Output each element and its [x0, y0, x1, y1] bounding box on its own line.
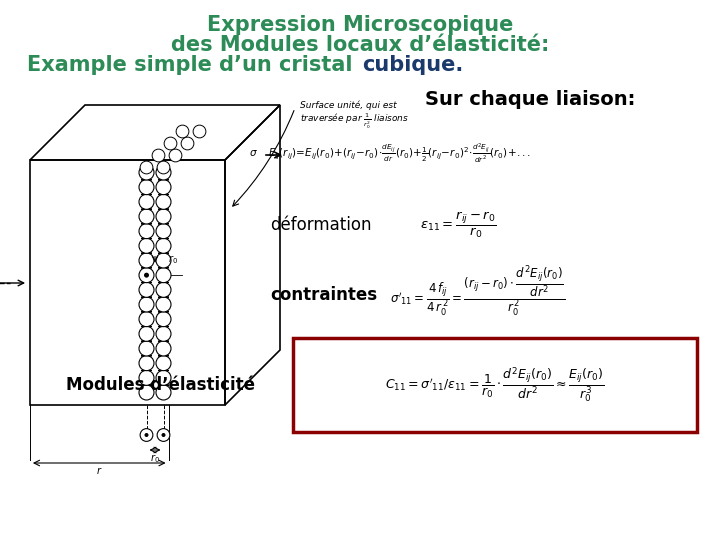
- Circle shape: [139, 268, 154, 282]
- Text: Example simple d’un cristal: Example simple d’un cristal: [27, 55, 360, 75]
- Circle shape: [156, 341, 171, 356]
- Circle shape: [139, 224, 154, 239]
- Circle shape: [156, 253, 171, 268]
- Circle shape: [139, 297, 154, 312]
- Circle shape: [156, 282, 171, 298]
- Circle shape: [139, 238, 154, 253]
- Text: $r$: $r$: [96, 465, 102, 476]
- Circle shape: [139, 356, 154, 370]
- Circle shape: [140, 161, 153, 174]
- Circle shape: [193, 125, 206, 138]
- Text: Sur chaque liaison:: Sur chaque liaison:: [425, 90, 635, 109]
- Text: $r_0$: $r_0$: [150, 452, 160, 465]
- Circle shape: [156, 194, 171, 210]
- Circle shape: [157, 429, 170, 441]
- Circle shape: [139, 341, 154, 356]
- Circle shape: [139, 194, 154, 210]
- Text: Modules d’élasticité: Modules d’élasticité: [66, 376, 254, 394]
- Circle shape: [139, 385, 154, 400]
- Circle shape: [139, 180, 154, 194]
- Circle shape: [156, 312, 171, 327]
- Circle shape: [139, 282, 154, 298]
- Circle shape: [139, 312, 154, 327]
- Circle shape: [156, 297, 171, 312]
- Circle shape: [139, 370, 154, 386]
- Circle shape: [156, 385, 171, 400]
- Circle shape: [139, 326, 154, 341]
- Text: $r_0$: $r_0$: [168, 253, 179, 266]
- Circle shape: [139, 165, 154, 180]
- Circle shape: [139, 209, 154, 224]
- Circle shape: [144, 273, 149, 278]
- Text: Surface unité, qui est: Surface unité, qui est: [300, 100, 397, 110]
- Circle shape: [157, 161, 170, 174]
- Circle shape: [140, 429, 153, 441]
- Text: des Modules locaux d’élasticité:: des Modules locaux d’élasticité:: [171, 35, 549, 55]
- Circle shape: [181, 137, 194, 150]
- Circle shape: [161, 433, 166, 437]
- Text: $\varepsilon_{11} = \dfrac{r_{ij} - r_0}{r_0}$: $\varepsilon_{11} = \dfrac{r_{ij} - r_0}…: [420, 210, 497, 240]
- Text: traversée par $\frac{1}{r_0^2}$ liaisons: traversée par $\frac{1}{r_0^2}$ liaisons: [300, 112, 409, 131]
- Text: $\sigma$: $\sigma$: [249, 148, 258, 158]
- Circle shape: [169, 149, 182, 162]
- Text: contraintes: contraintes: [270, 286, 377, 304]
- Text: Expression Microscopique: Expression Microscopique: [207, 15, 513, 35]
- Circle shape: [139, 253, 154, 268]
- Circle shape: [145, 433, 148, 437]
- Circle shape: [156, 238, 171, 253]
- Circle shape: [156, 180, 171, 194]
- Text: cubique.: cubique.: [362, 55, 463, 75]
- Circle shape: [176, 125, 189, 138]
- Circle shape: [156, 209, 171, 224]
- Circle shape: [156, 356, 171, 370]
- Circle shape: [156, 326, 171, 341]
- Text: $C_{11} = \sigma'_{11}/\varepsilon_{11} = \dfrac{1}{r_0}\cdot\dfrac{d^2E_{ij}(r_: $C_{11} = \sigma'_{11}/\varepsilon_{11} …: [385, 365, 605, 404]
- Circle shape: [152, 149, 165, 162]
- Text: $E_{ij}(r_{ij})\!=\!E_{ij}(r_0)\!+\!(r_{ij}\!-\!r_0)\!\cdot\!\frac{dE_{ij}}{dr}(: $E_{ij}(r_{ij})\!=\!E_{ij}(r_0)\!+\!(r_{…: [269, 141, 531, 165]
- Circle shape: [156, 224, 171, 239]
- Circle shape: [156, 165, 171, 180]
- Circle shape: [156, 268, 171, 282]
- Text: $\sigma'_{11} = \dfrac{4\,f_{ij}}{4\,r_0^{\,2}}$$ = \dfrac{(r_{ij}-r_0)\cdot\dfr: $\sigma'_{11} = \dfrac{4\,f_{ij}}{4\,r_0…: [390, 265, 565, 319]
- FancyBboxPatch shape: [293, 338, 697, 432]
- Text: déformation: déformation: [270, 216, 372, 234]
- Circle shape: [156, 370, 171, 386]
- Circle shape: [164, 137, 177, 150]
